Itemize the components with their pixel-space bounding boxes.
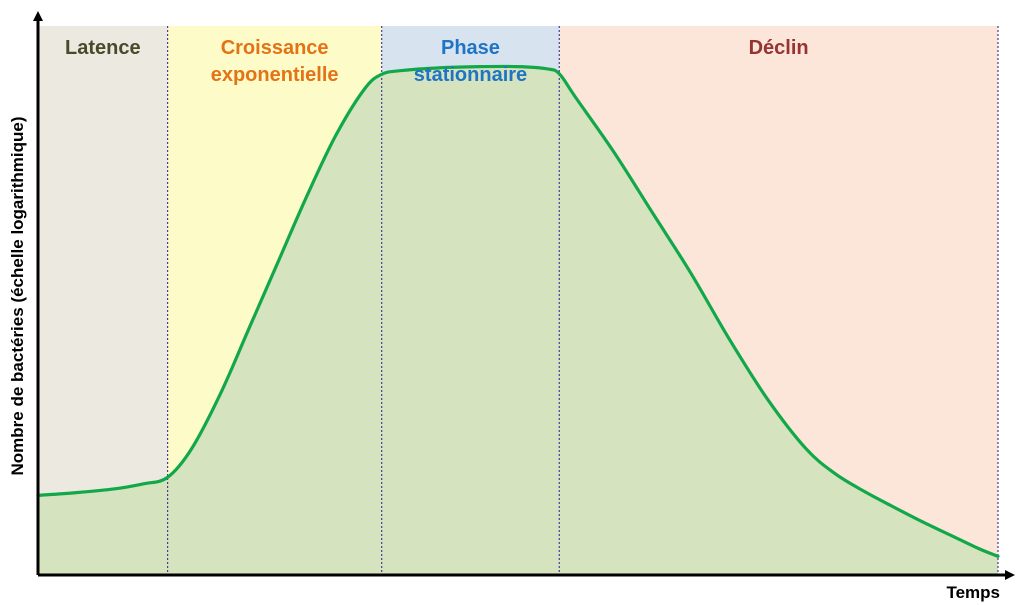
phase-label-1-line-1: Latence (65, 37, 141, 59)
phase-divider-layer (167, 26, 999, 575)
phase-label-3-line-1: Phase (441, 37, 500, 59)
y-axis-label: Nombre de bactéries (échelle logarithmiq… (8, 117, 27, 476)
growth-curve-line (36, 64, 1000, 558)
phase-label-3-line-2: stationnaire (414, 64, 527, 86)
phase-label-3: Phase stationnaire (414, 37, 527, 86)
phase-label-1: Latence (65, 37, 141, 59)
phase-label-4: Déclin (749, 37, 809, 59)
phase-label-4-line-1: Déclin (749, 37, 809, 59)
phase-label-2-line-2: exponentielle (211, 64, 339, 86)
phase-label-layer: Latence Croissance exponentielle Phase stati… (65, 37, 809, 86)
phase-label-2-line-1: Croissance (221, 37, 329, 59)
phase-label-2: Croissance exponentielle (211, 37, 339, 86)
population-area-fill (38, 66, 998, 576)
x-axis-label: Temps (946, 583, 1000, 602)
